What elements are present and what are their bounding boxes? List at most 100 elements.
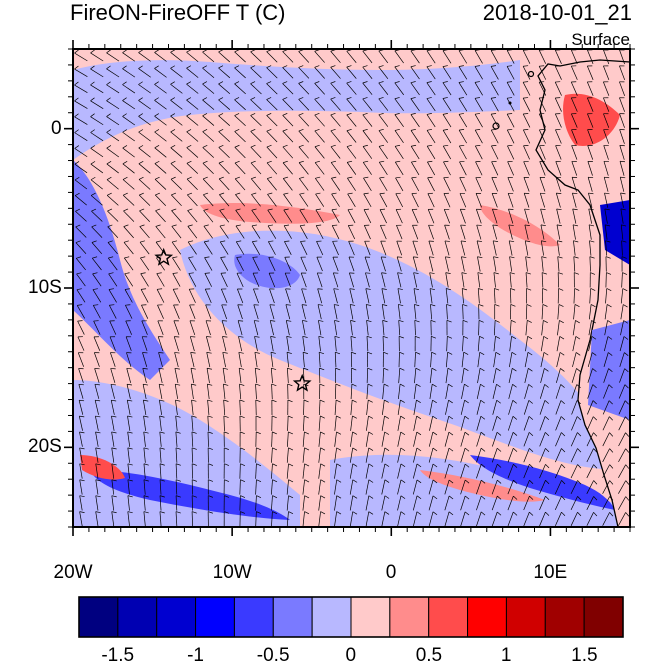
- wind-barb-feather: [609, 480, 614, 485]
- wind-barb-feather: [507, 113, 513, 115]
- wind-barb: [218, 131, 230, 142]
- wind-barb-feather: [319, 383, 325, 387]
- wind-barb: [446, 336, 448, 352]
- wind-barb: [378, 146, 388, 159]
- wind-barb: [397, 304, 401, 320]
- colorbar-label: 1.5: [571, 645, 598, 666]
- wind-barb: [571, 177, 577, 192]
- wind-barb-feather: [526, 288, 532, 291]
- wind-barb-feather: [366, 335, 372, 339]
- wind-barb: [141, 336, 148, 351]
- wind-barb: [554, 496, 562, 511]
- wind-barb: [282, 51, 294, 63]
- wind-barb-feather: [123, 224, 129, 227]
- wind-barb: [94, 368, 100, 383]
- wind-barb-feather: [175, 447, 181, 450]
- wind-barb-feather: [511, 336, 517, 339]
- wind-barb-feather: [368, 431, 374, 435]
- wind-barb: [286, 479, 289, 495]
- wind-barb-feather: [395, 176, 401, 179]
- wind-barb-feather: [304, 511, 310, 515]
- wind-barb: [283, 225, 292, 239]
- wind-barb-feather: [252, 240, 258, 242]
- wind-barb: [557, 304, 560, 320]
- wind-barb: [443, 177, 451, 192]
- wind-barb-feather: [219, 224, 225, 227]
- wind-barb: [538, 113, 547, 128]
- wind-barb-feather: [159, 463, 165, 466]
- wind-barb-feather: [589, 224, 595, 227]
- wind-barb-feather: [512, 416, 518, 420]
- wind-barb: [239, 399, 241, 416]
- wind-barb: [286, 495, 289, 511]
- wind-barb-feather: [288, 447, 294, 451]
- wind-barb-feather: [187, 192, 193, 196]
- wind-barb-feather: [282, 97, 288, 100]
- wind-barb: [173, 336, 179, 352]
- wind-barb-feather: [191, 399, 197, 402]
- wind-barb-feather: [625, 416, 629, 421]
- wind-barb: [378, 114, 389, 127]
- wind-barb: [619, 129, 625, 144]
- wind-barb: [171, 194, 182, 207]
- colorbar-swatch: [272, 596, 313, 638]
- wind-barb: [381, 479, 386, 495]
- wind-barb-feather: [559, 336, 565, 340]
- wind-barb-feather: [493, 272, 499, 275]
- wind-barb: [158, 352, 163, 368]
- wind-barb: [189, 320, 196, 336]
- wind-barb: [394, 66, 404, 80]
- wind-barb-feather: [186, 49, 192, 53]
- wind-barb: [618, 384, 626, 399]
- wind-barb-feather: [138, 160, 144, 164]
- wind-barb: [170, 131, 183, 142]
- wind-barb-feather: [154, 49, 159, 53]
- wind-barb: [255, 479, 257, 495]
- wind-barb-feather: [624, 352, 629, 356]
- wind-barb: [602, 512, 610, 526]
- wind-barb: [126, 384, 131, 399]
- wind-barb-feather: [330, 128, 336, 132]
- wind-barb-feather: [593, 464, 598, 469]
- wind-barb-feather: [138, 49, 143, 53]
- wind-barb: [570, 97, 578, 112]
- wind-barb: [173, 320, 180, 336]
- wind-barb-feather: [352, 415, 357, 419]
- wind-barb-feather: [186, 97, 192, 101]
- wind-barb: [94, 400, 99, 415]
- wind-barb: [189, 304, 196, 319]
- wind-barb-feather: [496, 383, 501, 388]
- star-marker-south: [292, 373, 312, 392]
- wind-barb-feather: [256, 479, 262, 483]
- wind-barb: [171, 226, 182, 239]
- wind-barb: [175, 447, 178, 463]
- wind-barb-feather: [492, 224, 498, 226]
- wind-barb: [411, 177, 420, 192]
- wind-barb: [490, 98, 499, 112]
- wind-barb: [143, 415, 147, 431]
- wind-barb-feather: [362, 113, 368, 116]
- wind-barb-feather: [512, 384, 517, 388]
- colorbar-swatch: [195, 596, 235, 638]
- wind-barb-feather: [143, 415, 149, 418]
- wind-barb: [350, 431, 353, 447]
- wind-barb-feather: [111, 511, 117, 514]
- wind-barb: [539, 384, 545, 399]
- wind-barb-feather: [218, 81, 224, 85]
- wind-barb-feather: [544, 384, 549, 388]
- wind-barb-feather: [330, 97, 336, 100]
- wind-barb-feather: [382, 320, 388, 323]
- wind-barb-feather: [202, 81, 208, 85]
- wind-barb: [106, 116, 120, 126]
- wind-barb: [603, 49, 610, 65]
- wind-barb-feather: [127, 447, 133, 450]
- wind-barb: [539, 480, 546, 495]
- wind-barb: [571, 145, 578, 160]
- wind-barb-feather: [609, 416, 614, 421]
- wind-barb: [170, 52, 183, 62]
- wind-barb: [525, 256, 528, 272]
- wind-barb: [299, 193, 309, 207]
- wind-barb: [587, 368, 593, 383]
- wind-barb-feather: [474, 65, 480, 67]
- wind-barb-feather: [256, 463, 262, 467]
